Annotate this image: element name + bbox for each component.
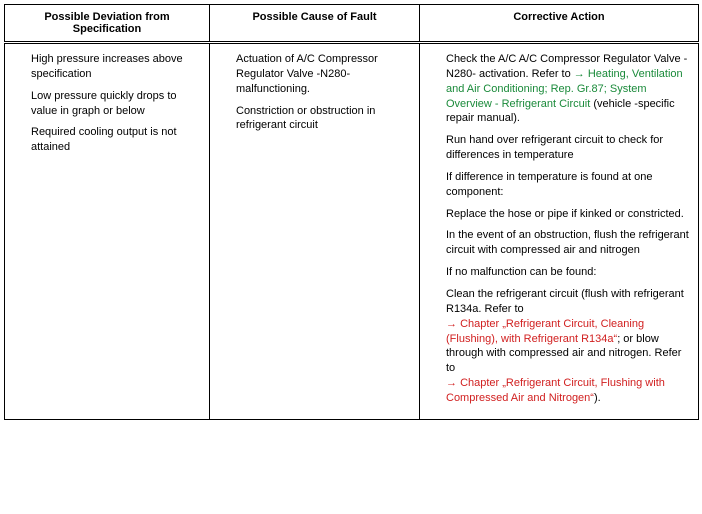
deviation-item: High pressure increases above specificat… <box>13 52 201 82</box>
link-red[interactable]: Chapter „Refrigerant Circuit, Cleaning (… <box>446 318 644 345</box>
deviation-item: Low pressure quickly drops to value in g… <box>13 89 201 119</box>
action-item: If difference in temperature is found at… <box>428 170 690 200</box>
deviation-item: Required cooling output is not attained <box>13 125 201 155</box>
cell-action: Check the A/C A/C Compressor Regulator V… <box>420 43 699 420</box>
arrow-icon: → <box>574 68 588 80</box>
cell-deviation: High pressure increases above specificat… <box>5 43 210 420</box>
action-item: If no malfunction can be found: <box>428 265 690 280</box>
header-action: Corrective Action <box>420 5 699 43</box>
action-text: ). <box>594 392 601 404</box>
arrow-icon: → <box>446 377 460 389</box>
link-red[interactable]: Chapter „Refrigerant Circuit, Flushing w… <box>446 377 665 404</box>
header-cause: Possible Cause of Fault <box>210 5 420 43</box>
action-item: Run hand over refrigerant circuit to che… <box>428 133 690 163</box>
action-item: Check the A/C A/C Compressor Regulator V… <box>428 52 690 126</box>
data-row: High pressure increases above specificat… <box>5 43 699 420</box>
action-item: In the event of an obstruction, flush th… <box>428 228 690 258</box>
header-deviation: Possible Deviation from Specification <box>5 5 210 43</box>
action-item: Clean the refrigerant circuit (flush wit… <box>428 287 690 406</box>
action-text: Clean the refrigerant circuit (flush wit… <box>446 288 684 315</box>
action-item: Replace the hose or pipe if kinked or co… <box>428 207 690 222</box>
spec-table: Possible Deviation from Specification Po… <box>4 4 699 420</box>
header-row: Possible Deviation from Specification Po… <box>5 5 699 43</box>
cause-item: Actuation of A/C Compressor Regulator Va… <box>218 52 411 97</box>
arrow-icon: → <box>446 318 460 330</box>
cell-cause: Actuation of A/C Compressor Regulator Va… <box>210 43 420 420</box>
cause-item: Constriction or obstruction in refrigera… <box>218 104 411 134</box>
